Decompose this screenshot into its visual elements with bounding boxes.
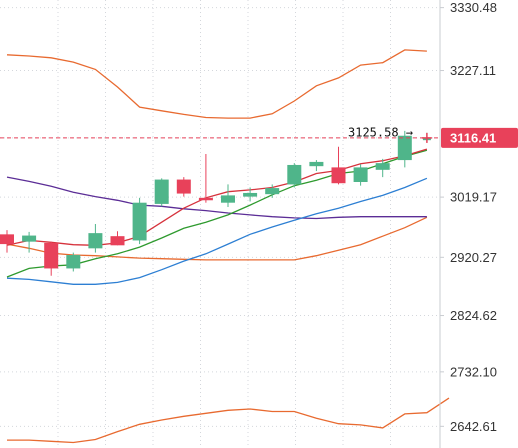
candle-body-13 [287, 164, 302, 185]
current-price-tag-bg [441, 127, 518, 148]
candle-13 [287, 163, 302, 188]
y-tick-label-1: 3227.11 [450, 63, 496, 78]
chart-grid [0, 0, 440, 448]
candle-8 [176, 177, 191, 197]
y-tick-label-7: 2642.61 [450, 419, 497, 434]
candle-body-1 [22, 235, 37, 242]
price-axis[interactable]: 3330.48 3227.11 3019.17 2920.27 2824.62 2732.… [440, 0, 497, 434]
candle-15 [331, 146, 346, 185]
y-tick-label-0: 3330.48 [450, 0, 497, 15]
candle-5 [110, 231, 125, 246]
candle-6 [132, 197, 147, 245]
y-tick-label-3: 3019.17 [450, 190, 497, 205]
indicator-line-0 [6, 49, 427, 119]
candle-body-15 [331, 167, 346, 184]
y-tick-label-4: 2920.27 [450, 250, 497, 265]
candle-17 [375, 158, 390, 178]
candle-2 [44, 241, 59, 276]
candle-16 [353, 164, 368, 186]
candle-12 [265, 184, 280, 198]
candle-body-6 [132, 202, 147, 241]
candle-body-14 [309, 161, 324, 167]
y-tick-label-5: 2824.62 [450, 308, 497, 323]
candle-body-16 [353, 167, 368, 182]
candle-3 [66, 252, 81, 272]
candle-10 [221, 184, 235, 207]
candle-body-7 [154, 179, 169, 204]
candle-11 [243, 187, 258, 202]
candle-body-5 [110, 236, 125, 246]
candle-4 [88, 224, 103, 253]
candle-14 [309, 160, 324, 172]
candle-body-3 [66, 255, 81, 269]
current-price-label: 3116.41 [450, 130, 496, 145]
current-price-tag: 3116.41 [441, 127, 518, 148]
candle-body-10 [221, 195, 235, 203]
price-annotation: 3125.58 → [348, 125, 413, 139]
candle-body-2 [44, 242, 59, 269]
indicator-line-2 [7, 397, 450, 444]
candle-body-0 [0, 234, 14, 245]
candle-9 [198, 154, 213, 203]
candle-body-9 [198, 197, 213, 201]
last-price-marker [421, 132, 432, 143]
indicator-line-4 [6, 177, 428, 285]
candle-body-8 [176, 179, 191, 194]
candle-body-17 [375, 163, 390, 170]
candles [0, 130, 431, 276]
candle-1 [22, 231, 37, 253]
candle-body-4 [88, 233, 103, 249]
candle-0 [0, 230, 14, 253]
candle-18 [397, 130, 412, 168]
indicator-line-6 [6, 148, 428, 246]
y-tick-label-6: 2732.10 [450, 364, 497, 379]
candle-body-12 [265, 188, 280, 195]
candle-7 [154, 178, 169, 207]
candle-body-11 [243, 192, 258, 197]
indicator-line-1 [6, 216, 428, 261]
indicator-lines [6, 49, 450, 444]
candle-body-18 [397, 135, 412, 161]
indicator-line-3 [6, 176, 427, 220]
